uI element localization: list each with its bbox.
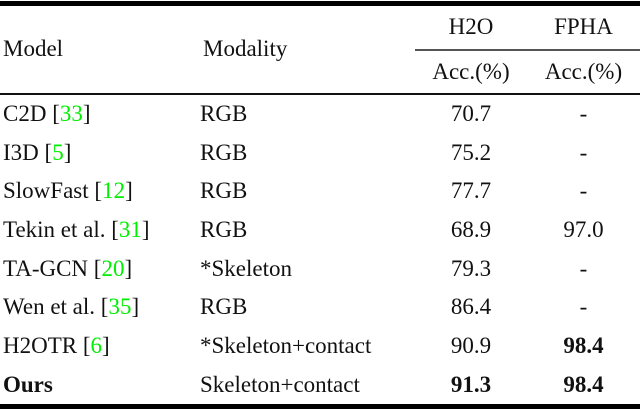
citation-number: 6 (90, 332, 103, 358)
citation-number: 31 (118, 216, 142, 242)
citation-number: 35 (108, 294, 132, 320)
model-name: I3D (3, 139, 39, 165)
h2o-accuracy-cell: 70.7 (450, 100, 492, 126)
model-name: H2OTR (3, 332, 78, 358)
column-header-model: Model (0, 3, 200, 95)
fpha-accuracy-cell: - (579, 178, 588, 204)
modality-cell: *Skeleton (200, 255, 292, 281)
h2o-accuracy-cell: 91.3 (450, 371, 492, 397)
fpha-accuracy-cell: - (579, 100, 588, 126)
fpha-accuracy-cell: - (579, 139, 588, 165)
table-row: C2D [33] RGB 70.7 - (0, 94, 640, 134)
header-sub-row: Acc.(%) Acc.(%) (0, 49, 640, 95)
table-row: I3D [5] RGB 75.2 - (0, 133, 640, 172)
table-row: Ours Skeleton+contact 91.3 98.4 (0, 365, 640, 406)
modality-cell: RGB (200, 216, 248, 242)
model-cell: Ours (0, 365, 200, 406)
citation-number: 20 (101, 255, 125, 281)
column-header-h2o: H2O (415, 3, 527, 51)
h2o-accuracy-cell: 68.9 (450, 216, 492, 242)
table-row: H2OTR [6] *Skeleton+contact 90.9 98.4 (0, 327, 640, 366)
modality-cell: RGB (200, 100, 248, 126)
fpha-accuracy-cell: - (579, 294, 588, 320)
table-row: Wen et al. [35] RGB 86.4 - (0, 288, 640, 327)
modality-cell: RGB (200, 139, 248, 165)
model-name: Tekin et al. (3, 216, 106, 242)
model-cell: Wen et al. [35] (3, 294, 140, 320)
model-cell: SlowFast [12] (3, 178, 133, 204)
subheader-fpha-acc: Acc.(%) (527, 49, 640, 95)
h2o-accuracy-cell: 79.3 (450, 255, 492, 281)
h2o-accuracy-cell: 90.9 (450, 332, 492, 358)
fpha-accuracy-cell: - (579, 255, 588, 281)
model-name: Wen et al. (3, 294, 96, 320)
table-row: Tekin et al. [31] RGB 68.9 97.0 (0, 211, 640, 250)
model-cell: C2D [33] (3, 100, 91, 126)
modality-cell: RGB (200, 178, 248, 204)
model-name: Ours (3, 371, 53, 397)
table-row: TA-GCN [20] *Skeleton 79.3 - (0, 249, 640, 288)
model-name: SlowFast (3, 178, 89, 204)
model-name: C2D (3, 100, 47, 126)
table-header: Model Modality H2O FPHA Acc.(%) Acc.(%) (0, 3, 640, 95)
column-header-fpha: FPHA (527, 3, 640, 51)
fpha-accuracy-cell: 98.4 (563, 332, 604, 358)
fpha-accuracy-cell: 98.4 (563, 371, 604, 397)
model-cell: Tekin et al. [31] (3, 216, 150, 242)
model-cell: I3D [5] (3, 139, 72, 165)
h2o-accuracy-cell: 75.2 (450, 139, 492, 165)
header-group-row: Model Modality H2O FPHA (0, 3, 640, 95)
column-header-modality: Modality (200, 3, 415, 95)
table-body: C2D [33] RGB 70.7- I3D [5] RGB 75.2- SlowFast … (0, 94, 640, 407)
citation-number: 12 (102, 178, 126, 204)
modality-cell: RGB (200, 294, 248, 320)
subheader-h2o-acc: Acc.(%) (415, 49, 527, 95)
table-row: SlowFast [12] RGB 77.7 - (0, 172, 640, 211)
h2o-accuracy-cell: 86.4 (450, 294, 492, 320)
citation-number: 5 (52, 139, 64, 165)
modality-cell: *Skeleton+contact (200, 332, 372, 358)
fpha-accuracy-cell: 97.0 (563, 216, 604, 242)
model-cell: H2OTR [6] (3, 332, 110, 358)
citation-number: 33 (59, 100, 83, 126)
model-cell: TA-GCN [20] (3, 255, 133, 281)
modality-cell: Skeleton+contact (200, 371, 360, 397)
model-name: TA-GCN (3, 255, 89, 281)
h2o-accuracy-cell: 77.7 (450, 178, 492, 204)
